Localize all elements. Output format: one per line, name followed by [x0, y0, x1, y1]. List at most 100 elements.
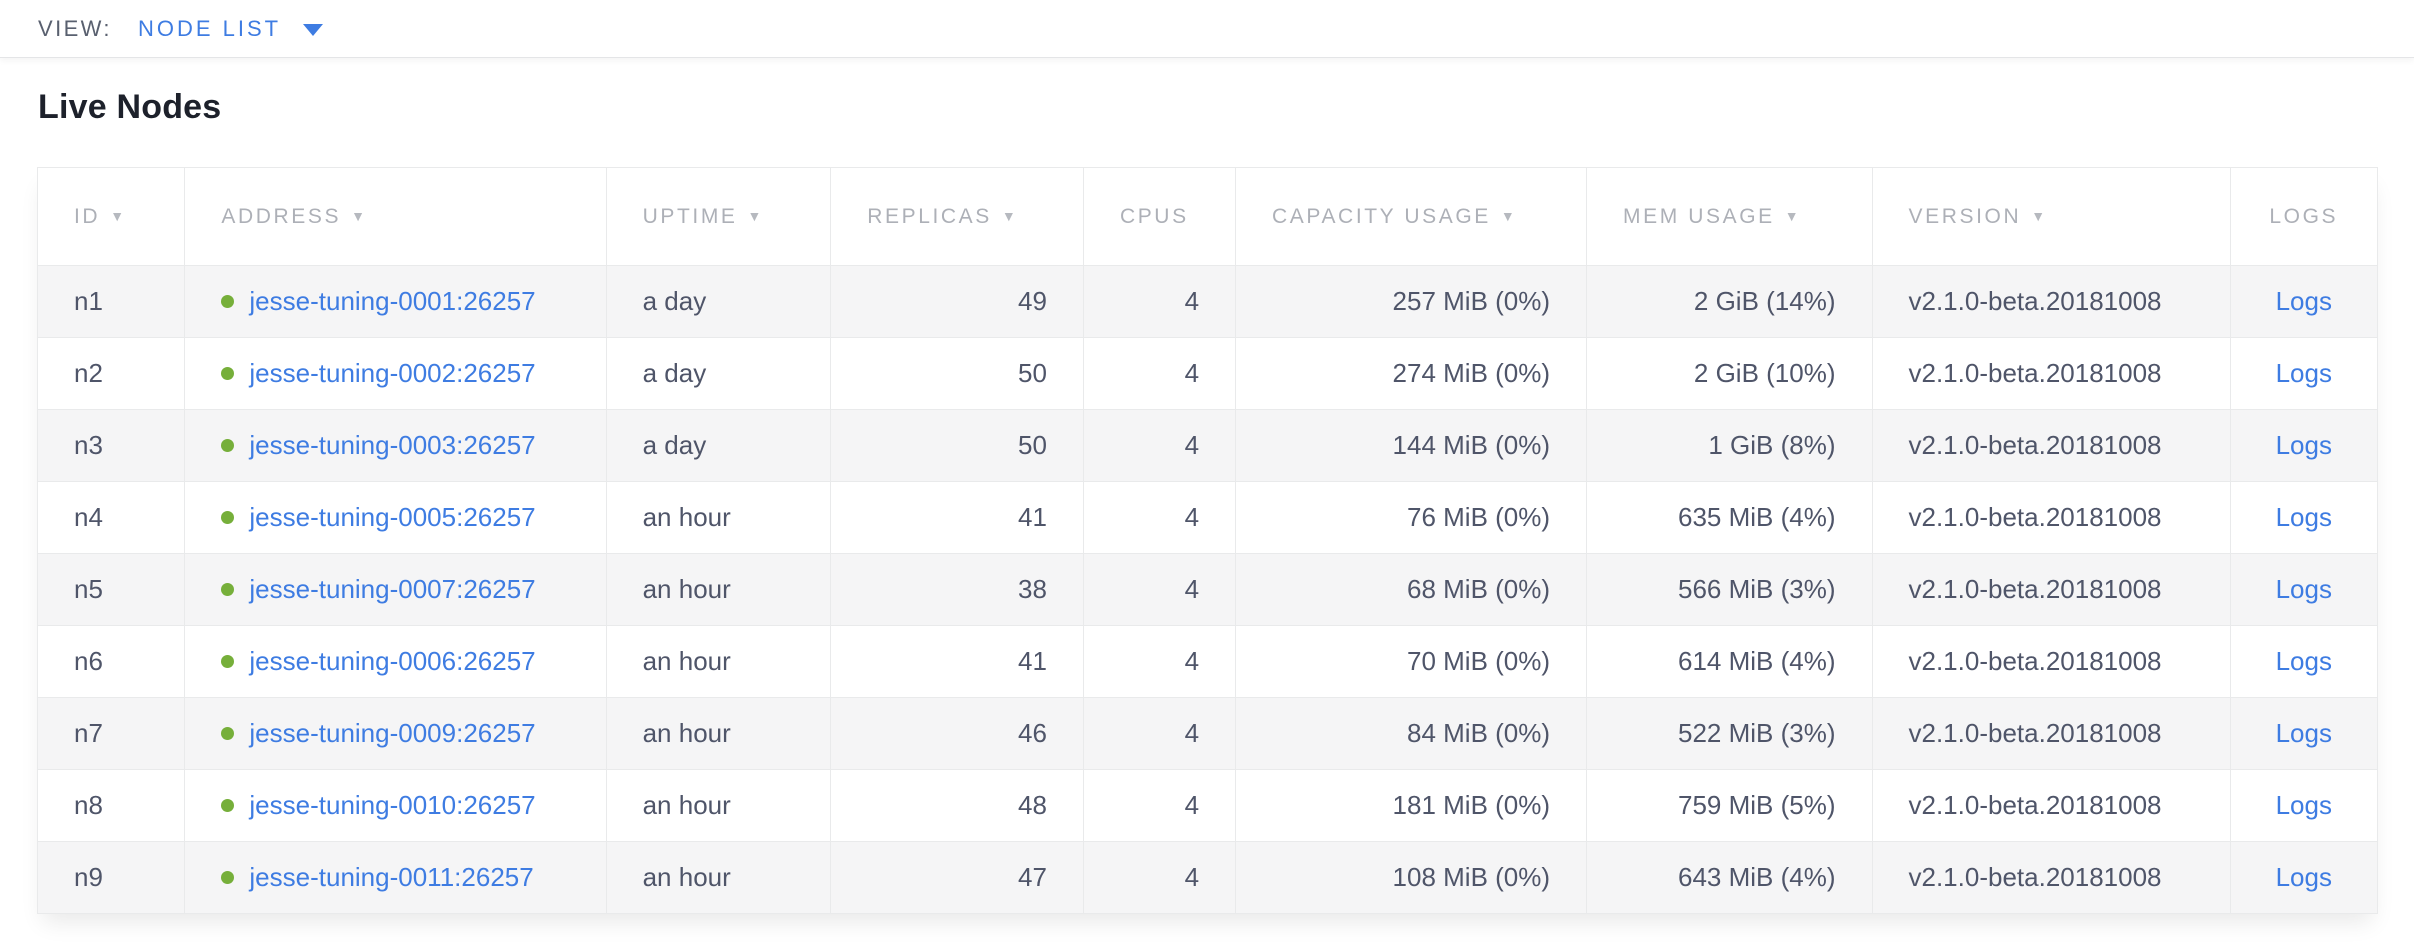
cell-address: jesse-tuning-0007:26257 [184, 553, 607, 626]
cell-replicas: 50 [830, 337, 1084, 410]
view-bar: VIEW: NODE LIST [0, 0, 2414, 58]
column-header-label: LOGS [2269, 204, 2339, 228]
sort-desc-icon: ▼ [1500, 207, 1518, 224]
table-row: n1 jesse-tuning-0001:26257 a day 49 4 257 MiB… [36, 265, 2379, 338]
node-logs-link[interactable]: Logs [2275, 574, 2332, 604]
cell-uptime: an hour [605, 841, 832, 914]
column-header-version[interactable]: VERSION ▼ [1871, 167, 2231, 266]
node-address-link[interactable]: jesse-tuning-0003:26257 [249, 430, 536, 460]
live-nodes-table-container: ID ▼ ADDRESS ▼ UPTIME ▼ REPLICAS ▼ CPUS CAPACITY … [36, 167, 2379, 914]
cell-mem: 643 MiB (4%) [1586, 841, 1873, 914]
cell-capacity: 70 MiB (0%) [1235, 625, 1588, 698]
cell-cpus: 4 [1082, 697, 1237, 770]
column-header-capacity[interactable]: CAPACITY USAGE ▼ [1235, 167, 1588, 266]
node-address-link[interactable]: jesse-tuning-0009:26257 [249, 718, 536, 748]
cell-capacity: 144 MiB (0%) [1235, 409, 1588, 482]
column-header-label: ADDRESS [221, 204, 342, 228]
cell-address: jesse-tuning-0010:26257 [184, 769, 607, 842]
cell-version: v2.1.0-beta.20181008 [1871, 553, 2231, 626]
cell-mem: 759 MiB (5%) [1586, 769, 1873, 842]
page-title: Live Nodes [38, 88, 222, 126]
node-logs-link[interactable]: Logs [2275, 286, 2332, 316]
node-live-status-icon [221, 727, 235, 740]
table-header: ID ▼ ADDRESS ▼ UPTIME ▼ REPLICAS ▼ CPUS CAPACITY … [36, 167, 2379, 266]
node-logs-link[interactable]: Logs [2275, 646, 2332, 676]
node-live-status-icon [221, 367, 235, 380]
node-logs-link[interactable]: Logs [2275, 430, 2332, 460]
cell-replicas: 50 [830, 409, 1084, 482]
cell-address: jesse-tuning-0002:26257 [184, 337, 607, 410]
cell-cpus: 4 [1082, 337, 1237, 410]
cell-mem: 635 MiB (4%) [1586, 481, 1873, 554]
cell-uptime: a day [605, 409, 832, 482]
column-header-id[interactable]: ID ▼ [36, 167, 186, 266]
column-header-replicas[interactable]: REPLICAS ▼ [830, 167, 1084, 266]
cell-cpus: 4 [1082, 553, 1237, 626]
table-row: n5 jesse-tuning-0007:26257 an hour 38 4 68 Mi… [36, 553, 2379, 626]
node-address-link[interactable]: jesse-tuning-0011:26257 [249, 862, 534, 892]
cell-capacity: 257 MiB (0%) [1235, 265, 1588, 338]
cell-uptime: an hour [605, 553, 832, 626]
cell-logs: Logs [2229, 481, 2379, 554]
cell-id: n5 [36, 553, 186, 626]
view-selector-dropdown[interactable]: NODE LIST [137, 15, 324, 42]
node-live-status-icon [221, 583, 235, 596]
node-live-status-icon [221, 511, 235, 524]
node-live-status-icon [221, 439, 235, 452]
node-live-status-icon [221, 799, 235, 812]
node-logs-link[interactable]: Logs [2275, 358, 2332, 388]
live-nodes-table: ID ▼ ADDRESS ▼ UPTIME ▼ REPLICAS ▼ CPUS CAPACITY … [36, 167, 2379, 914]
cell-id: n8 [36, 769, 186, 842]
table-body: n1 jesse-tuning-0001:26257 a day 49 4 257 MiB… [36, 265, 2379, 914]
cell-id: n7 [36, 697, 186, 770]
cell-mem: 522 MiB (3%) [1586, 697, 1873, 770]
view-selected-value: NODE LIST [137, 15, 282, 41]
cell-replicas: 41 [830, 625, 1084, 698]
cell-uptime: a day [605, 337, 832, 410]
node-address-link[interactable]: jesse-tuning-0002:26257 [249, 358, 536, 388]
cell-mem: 566 MiB (3%) [1586, 553, 1873, 626]
column-header-logs: LOGS [2229, 167, 2379, 266]
view-label: VIEW: [38, 15, 112, 41]
cell-capacity: 181 MiB (0%) [1235, 769, 1588, 842]
node-address-link[interactable]: jesse-tuning-0007:26257 [249, 574, 536, 604]
cell-id: n3 [36, 409, 186, 482]
table-row: n9 jesse-tuning-0011:26257 an hour 47 4 108 M… [36, 841, 2379, 914]
cell-version: v2.1.0-beta.20181008 [1871, 625, 2231, 698]
node-live-status-icon [221, 295, 235, 308]
table-row: n8 jesse-tuning-0010:26257 an hour 48 4 181 M… [36, 769, 2379, 842]
cell-replicas: 46 [830, 697, 1084, 770]
node-logs-link[interactable]: Logs [2275, 502, 2332, 532]
cell-capacity: 84 MiB (0%) [1235, 697, 1588, 770]
cell-address: jesse-tuning-0006:26257 [184, 625, 607, 698]
cell-replicas: 47 [830, 841, 1084, 914]
sort-desc-icon: ▼ [1784, 207, 1802, 224]
node-logs-link[interactable]: Logs [2275, 790, 2332, 820]
cell-cpus: 4 [1082, 409, 1237, 482]
cell-uptime: an hour [605, 625, 832, 698]
cell-version: v2.1.0-beta.20181008 [1871, 697, 2231, 770]
cell-id: n1 [36, 265, 186, 338]
column-header-mem[interactable]: MEM USAGE ▼ [1586, 167, 1873, 266]
node-address-link[interactable]: jesse-tuning-0001:26257 [249, 286, 536, 316]
cell-address: jesse-tuning-0005:26257 [184, 481, 607, 554]
cell-replicas: 38 [830, 553, 1084, 626]
column-header-label: ID [74, 204, 101, 228]
column-header-uptime[interactable]: UPTIME ▼ [605, 167, 832, 266]
node-logs-link[interactable]: Logs [2275, 718, 2332, 748]
cell-id: n9 [36, 841, 186, 914]
node-address-link[interactable]: jesse-tuning-0006:26257 [249, 646, 536, 676]
cell-replicas: 48 [830, 769, 1084, 842]
node-address-link[interactable]: jesse-tuning-0005:26257 [249, 502, 536, 532]
column-header-address[interactable]: ADDRESS ▼ [184, 167, 607, 266]
main-content: Live Nodes ID ▼ ADDRESS ▼ UPTIME ▼ REPLICAS ▼ CP… [0, 88, 2414, 914]
column-header-cpus: CPUS [1082, 167, 1237, 266]
table-row: n3 jesse-tuning-0003:26257 a day 50 4 144 MiB… [36, 409, 2379, 482]
node-address-link[interactable]: jesse-tuning-0010:26257 [249, 790, 536, 820]
cell-version: v2.1.0-beta.20181008 [1871, 481, 2231, 554]
table-row: n2 jesse-tuning-0002:26257 a day 50 4 274 MiB… [36, 337, 2379, 410]
node-logs-link[interactable]: Logs [2275, 862, 2332, 892]
cell-replicas: 49 [830, 265, 1084, 338]
sort-desc-icon: ▼ [1001, 207, 1019, 224]
table-row: n7 jesse-tuning-0009:26257 an hour 46 4 84 Mi… [36, 697, 2379, 770]
